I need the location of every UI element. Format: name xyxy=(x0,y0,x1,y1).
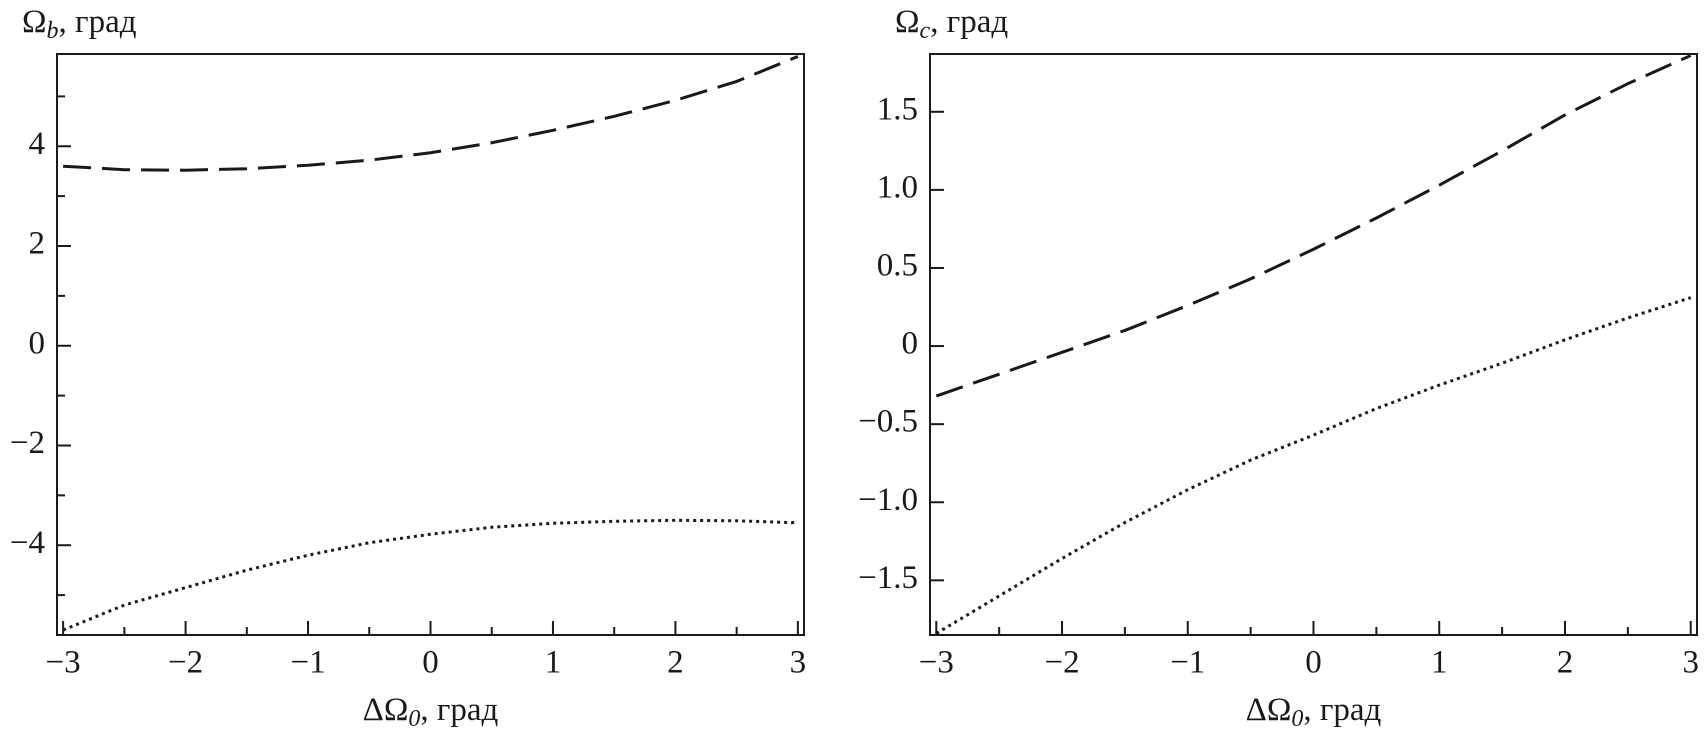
x-tick-label: 3 xyxy=(1682,645,1699,681)
x-tick-label: 1 xyxy=(1431,645,1448,681)
label-subscript: b xyxy=(47,18,59,44)
x-axis-label: ΔΩ0, град xyxy=(363,692,499,732)
label-symbol: Ω xyxy=(22,4,47,40)
label-symbol: ΔΩ xyxy=(1246,692,1292,728)
y-tick-label: −0.5 xyxy=(858,404,918,440)
label-subscript: c xyxy=(920,18,931,44)
series-line xyxy=(63,55,799,172)
x-tick-label: 3 xyxy=(790,645,807,681)
y-axis-label: Ωc, град xyxy=(895,4,1008,44)
y-tick-label: −2 xyxy=(10,425,45,461)
x-tick-label: −1 xyxy=(290,645,325,681)
label-unit: , град xyxy=(420,692,498,728)
y-tick-label: −1.5 xyxy=(858,560,918,596)
series-line xyxy=(935,296,1692,635)
x-axis-label: ΔΩ0, град xyxy=(1246,692,1382,732)
label-unit: , град xyxy=(59,4,137,40)
y-tick-label: 1.5 xyxy=(877,91,918,127)
x-tick-label: −3 xyxy=(919,645,954,681)
label-symbol: ΔΩ xyxy=(363,692,409,728)
y-tick-label: −1.0 xyxy=(858,482,918,518)
y-tick-label: 4 xyxy=(29,126,46,162)
x-tick-label: 2 xyxy=(667,645,684,681)
label-symbol: Ω xyxy=(895,4,920,40)
x-tick-label: 2 xyxy=(1557,645,1574,681)
x-tick-label: −2 xyxy=(1044,645,1079,681)
y-axis-label: Ωb, град xyxy=(22,4,137,44)
label-unit: , град xyxy=(930,4,1008,40)
x-tick-label: 1 xyxy=(545,645,562,681)
series-line xyxy=(62,518,798,632)
y-tick-label: −4 xyxy=(10,525,45,561)
y-tick-label: 0 xyxy=(29,325,46,361)
x-tick-label: 0 xyxy=(422,645,439,681)
x-tick-label: −1 xyxy=(1170,645,1205,681)
label-subscript: 0 xyxy=(408,706,420,732)
plot-frame xyxy=(929,53,1698,636)
y-tick-label: 0.5 xyxy=(877,248,918,284)
x-tick-label: 0 xyxy=(1305,645,1322,681)
x-tick-label: −3 xyxy=(46,645,81,681)
y-tick-label: 1.0 xyxy=(877,169,918,205)
x-tick-label: −2 xyxy=(168,645,203,681)
y-tick-label: 2 xyxy=(29,226,46,262)
series-line xyxy=(935,54,1692,398)
y-tick-label: 0 xyxy=(902,326,919,362)
label-subscript: 0 xyxy=(1291,706,1303,732)
plot-frame xyxy=(56,53,805,636)
label-unit: , град xyxy=(1303,692,1381,728)
